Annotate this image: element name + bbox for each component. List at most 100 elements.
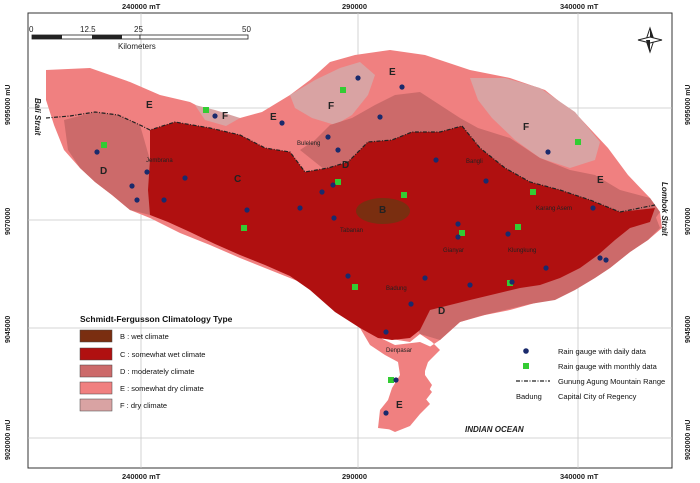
city-gianyar: Gianyar <box>443 248 464 254</box>
legend-label-d: D : moderately climate <box>120 367 195 376</box>
scale-unit: Kilometers <box>118 42 156 51</box>
daily-rain-gauge-marker <box>161 197 167 203</box>
legend-swatch-f <box>79 398 113 412</box>
zone-letter-d-north: D <box>342 160 349 171</box>
daily-rain-gauge-marker <box>383 329 389 335</box>
coord-right-4: 9020000 mU <box>685 420 692 460</box>
daily-rain-gauge-marker <box>455 221 461 227</box>
legend-label-b: B : wet climate <box>120 332 169 341</box>
coord-right-2: 9070000 <box>685 208 692 235</box>
symbol-legend: Rain gauge with daily data Rain gauge wi… <box>516 347 665 401</box>
city-badung: Badung <box>386 286 407 292</box>
daily-rain-gauge-marker <box>212 113 218 119</box>
daily-rain-gauge-marker <box>331 215 337 221</box>
daily-rain-gauge-marker <box>383 410 389 416</box>
zone-letter-d-west: D <box>100 166 107 177</box>
coord-bottom-1: 240000 mT <box>122 472 161 481</box>
daily-rain-gauge-marker <box>335 147 341 153</box>
daily-rain-gauge-marker <box>134 197 140 203</box>
legend-daily-gauge-icon <box>523 348 529 354</box>
daily-rain-gauge-marker <box>597 255 603 261</box>
daily-rain-gauge-marker <box>455 234 461 240</box>
coord-right-3: 9045000 <box>685 316 692 343</box>
daily-rain-gauge-marker <box>483 178 489 184</box>
zone-letter-e-north2: E <box>270 112 277 123</box>
city-tabanan: Tabanan <box>340 228 363 234</box>
climate-legend: Schmidt-Fergusson Climatology Type B : w… <box>79 314 233 412</box>
city-bangli: Bangli <box>466 159 483 165</box>
monthly-rain-gauge-marker <box>388 377 394 383</box>
coord-bottom-3: 340000 mT <box>560 472 599 481</box>
monthly-rain-gauge-marker <box>530 189 536 195</box>
monthly-rain-gauge-marker <box>335 179 341 185</box>
zone-f-east <box>470 78 600 168</box>
city-klungkung: Klungkung <box>508 248 536 254</box>
zone-b <box>356 198 410 224</box>
city-labels: Jembrana Buleleng Bangli Tabanan Gianyar… <box>146 141 572 354</box>
climate-legend-title: Schmidt-Fergusson Climatology Type <box>80 314 233 324</box>
legend-daily-gauge-label: Rain gauge with daily data <box>558 347 647 356</box>
monthly-rain-gauge-marker <box>575 139 581 145</box>
legend-label-f: F : dry climate <box>120 401 167 410</box>
zone-f-north <box>290 62 375 125</box>
mountain-range-line <box>45 111 656 213</box>
daily-rain-gauge-marker <box>355 75 361 81</box>
daily-rain-gauge-marker <box>467 282 473 288</box>
legend-monthly-gauge-icon <box>523 363 529 369</box>
daily-rain-gauge-marker <box>244 207 250 213</box>
daily-rain-gauge-marker <box>319 189 325 195</box>
monthly-rain-gauge-marker <box>515 224 521 230</box>
indian-ocean-label: INDIAN OCEAN <box>465 425 524 434</box>
monthly-rain-gauge-marker <box>340 87 346 93</box>
lombok-strait-label: Lombok Strait <box>660 182 669 236</box>
zone-letter-e-north: E <box>389 67 396 78</box>
peninsula-zone-e <box>360 328 438 430</box>
daily-rain-gauge-marker <box>422 275 428 281</box>
zone-letter-f-north: F <box>328 101 334 112</box>
scale-tick-2: 25 <box>134 25 143 34</box>
daily-rain-gauge-marker <box>408 301 414 307</box>
legend-capital-label: Capital City of Regency <box>558 392 637 401</box>
zone-letter-e-west: E <box>146 100 153 111</box>
coord-left-2: 9070000 <box>5 208 12 235</box>
coord-right-1: 9095000 mU <box>685 85 692 125</box>
scale-tick-0: 0 <box>29 25 34 34</box>
zone-letter-e-east: E <box>597 175 604 186</box>
scale-tick-1: 12.5 <box>80 25 96 34</box>
north-arrow-icon <box>637 26 663 54</box>
daily-rain-gauge-marker <box>129 183 135 189</box>
daily-rain-gauge-marker <box>505 231 511 237</box>
legend-swatch-e <box>79 381 113 395</box>
city-karang-asem: Karang Asem <box>536 206 572 212</box>
coord-bottom-2: 290000 <box>342 472 367 481</box>
monthly-rain-gauge-marker <box>203 107 209 113</box>
zone-letter-f-east: F <box>523 122 529 133</box>
daily-gauges <box>94 75 609 416</box>
city-buleleng: Buleleng <box>297 141 320 147</box>
legend-monthly-gauge-label: Rain gauge with monthly data <box>558 362 658 371</box>
daily-rain-gauge-marker <box>182 175 188 181</box>
monthly-rain-gauge-marker <box>101 142 107 148</box>
legend-label-e: E : somewhat dry climate <box>120 384 204 393</box>
daily-rain-gauge-marker <box>545 149 551 155</box>
daily-rain-gauge-marker <box>325 134 331 140</box>
zone-letters: E F E F E D D C B E D E F <box>100 67 604 411</box>
monthly-rain-gauge-marker <box>352 284 358 290</box>
daily-rain-gauge-marker <box>297 205 303 211</box>
legend-mountain-label: Gunung Agung Mountain Range <box>558 377 665 386</box>
daily-rain-gauge-marker <box>330 182 336 188</box>
daily-rain-gauge-marker <box>590 205 596 211</box>
daily-rain-gauge-marker <box>144 169 150 175</box>
daily-rain-gauge-marker <box>94 149 100 155</box>
city-denpasar: Denpasar <box>386 348 412 354</box>
monthly-rain-gauge-marker <box>241 225 247 231</box>
daily-rain-gauge-marker <box>393 377 399 383</box>
daily-rain-gauge-marker <box>509 279 515 285</box>
zone-d-west <box>64 112 150 215</box>
zone-letter-c: C <box>234 174 241 185</box>
legend-swatch-b <box>79 329 113 343</box>
legend-capital-sample: Badung <box>516 392 542 401</box>
legend-swatch-c <box>79 347 113 361</box>
daily-rain-gauge-marker <box>543 265 549 271</box>
